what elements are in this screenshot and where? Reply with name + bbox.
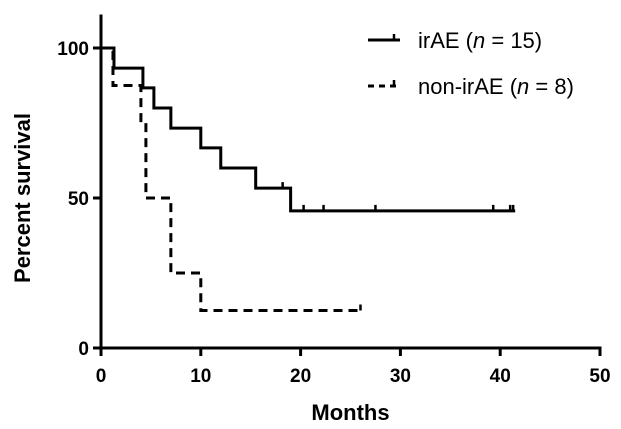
legend: irAE (n = 15) non-irAE (n = 8): [368, 28, 574, 99]
x-tick-label: 50: [589, 366, 610, 387]
series-line-non-irAE: [101, 46, 361, 312]
y-ticks: 0 50 100: [57, 39, 101, 360]
x-tick-label: 0: [96, 366, 107, 387]
y-axis-title: Percent survival: [10, 113, 35, 283]
x-tick-label: 40: [490, 366, 511, 387]
x-ticks: 0 10 20 30 40 50: [96, 348, 611, 387]
x-axis-title: Months: [311, 400, 389, 425]
series-line-irAE: [101, 46, 516, 213]
y-tick-label: 100: [57, 39, 89, 60]
legend-label-irAE: irAE (n = 15): [418, 28, 542, 53]
x-tick-label: 30: [390, 366, 411, 387]
y-tick-label: 50: [68, 189, 89, 210]
x-tick-label: 20: [290, 366, 311, 387]
y-tick-label: 0: [78, 339, 89, 360]
x-tick-label: 10: [190, 366, 211, 387]
legend-label-non-irAE: non-irAE (n = 8): [418, 74, 574, 99]
plot-area: [101, 46, 516, 312]
axes: [99, 14, 602, 350]
